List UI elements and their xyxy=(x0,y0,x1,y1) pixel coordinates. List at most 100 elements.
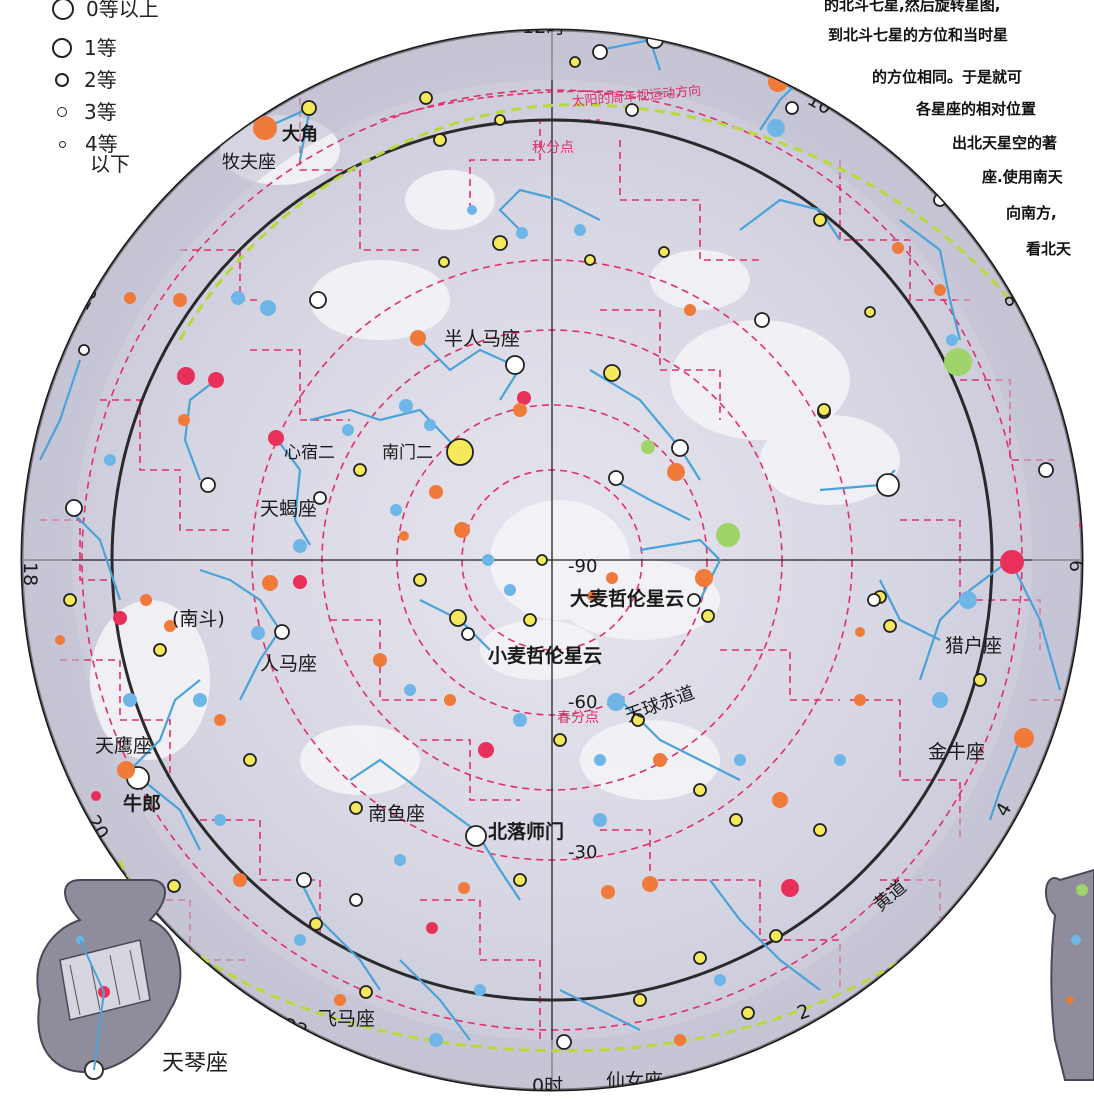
star xyxy=(438,256,450,268)
legend-mag3-label: 3等 xyxy=(84,100,117,124)
hour-lines xyxy=(22,30,1082,1090)
star xyxy=(772,792,788,808)
star xyxy=(140,594,152,606)
star xyxy=(429,485,443,499)
star xyxy=(424,419,436,431)
star xyxy=(892,242,904,254)
star xyxy=(474,984,486,996)
star xyxy=(754,312,770,328)
label-scorpius: 天蝎座 xyxy=(260,498,317,520)
instruction-line-8: 看北天 xyxy=(1026,240,1072,258)
star xyxy=(854,694,866,706)
label-orion: 猎户座 xyxy=(945,635,1002,657)
star xyxy=(813,823,827,837)
star xyxy=(834,754,846,766)
dec-90: -90 xyxy=(568,556,597,577)
star xyxy=(781,879,799,897)
star xyxy=(684,304,696,316)
star xyxy=(177,367,195,385)
star xyxy=(268,430,284,446)
star xyxy=(262,575,278,591)
legend-mag4: 4等 xyxy=(52,128,159,160)
legend-mag0-symbol xyxy=(52,0,74,20)
star xyxy=(260,300,276,316)
star xyxy=(444,694,456,706)
star xyxy=(349,893,363,907)
instruction-line-5: 出北天星空的著 xyxy=(952,134,1058,152)
star xyxy=(1038,462,1054,478)
star xyxy=(867,593,881,607)
star xyxy=(390,504,402,516)
star xyxy=(446,438,474,466)
hour-0: 0时 xyxy=(532,1075,563,1097)
label-pegasus: 飞马座 xyxy=(318,1008,375,1030)
label-aquila: 天鹰座 xyxy=(95,735,152,757)
star xyxy=(556,1034,572,1050)
star xyxy=(741,1006,755,1020)
label-nandou: (南斗) xyxy=(172,608,225,630)
star xyxy=(200,477,216,493)
label-antares: 心宿二 xyxy=(284,443,335,463)
star xyxy=(693,783,707,797)
star xyxy=(91,791,101,801)
legend-mag1-symbol xyxy=(52,38,72,58)
label-altair: 牛郎 xyxy=(123,792,161,815)
star xyxy=(513,403,527,417)
star xyxy=(113,611,127,625)
ecliptic-north xyxy=(178,103,1012,341)
star xyxy=(78,344,90,356)
label-fomalhaut: 北落师门 xyxy=(488,820,564,843)
star xyxy=(593,813,607,827)
label-rigil: 南门二 xyxy=(382,443,433,463)
star xyxy=(587,591,597,601)
star xyxy=(342,424,354,436)
star xyxy=(693,951,707,965)
star xyxy=(334,994,346,1006)
star xyxy=(716,523,740,547)
star xyxy=(124,292,136,304)
star xyxy=(399,399,413,413)
legend-mag2-label: 2等 xyxy=(84,68,117,92)
instruction-line-1: 的北斗七星,然后旋转星图, xyxy=(824,0,1001,14)
star xyxy=(208,372,224,388)
star xyxy=(864,306,876,318)
legend-mag4-symbol xyxy=(59,140,66,148)
star xyxy=(513,713,527,727)
star xyxy=(274,624,290,640)
star xyxy=(294,934,306,946)
star xyxy=(536,554,548,566)
star xyxy=(594,754,606,766)
star xyxy=(505,355,525,375)
dec-60: -60 xyxy=(568,692,597,713)
figure-illustration xyxy=(1044,868,1094,1081)
star xyxy=(973,673,987,687)
star xyxy=(482,554,494,566)
star xyxy=(214,714,226,726)
star xyxy=(592,44,608,60)
star xyxy=(642,876,658,892)
star xyxy=(523,613,537,627)
star xyxy=(601,885,615,899)
star xyxy=(65,499,83,517)
legend-mag3: 3等 xyxy=(52,96,159,128)
legend-mag4-sub: 以下 xyxy=(90,152,130,176)
label-sagittarius: 人马座 xyxy=(260,653,317,675)
star xyxy=(516,227,528,239)
star xyxy=(117,761,135,779)
star xyxy=(173,293,187,307)
star xyxy=(164,620,176,632)
star xyxy=(429,1033,443,1047)
star xyxy=(454,522,470,538)
star xyxy=(309,291,327,309)
star xyxy=(394,854,406,866)
star xyxy=(458,882,470,894)
star xyxy=(63,593,77,607)
star xyxy=(933,193,947,207)
star xyxy=(714,974,726,986)
star xyxy=(934,284,946,296)
star xyxy=(687,593,701,607)
instruction-line-6: 座.使用南天 xyxy=(982,168,1063,186)
star xyxy=(653,753,667,767)
star xyxy=(104,454,116,466)
